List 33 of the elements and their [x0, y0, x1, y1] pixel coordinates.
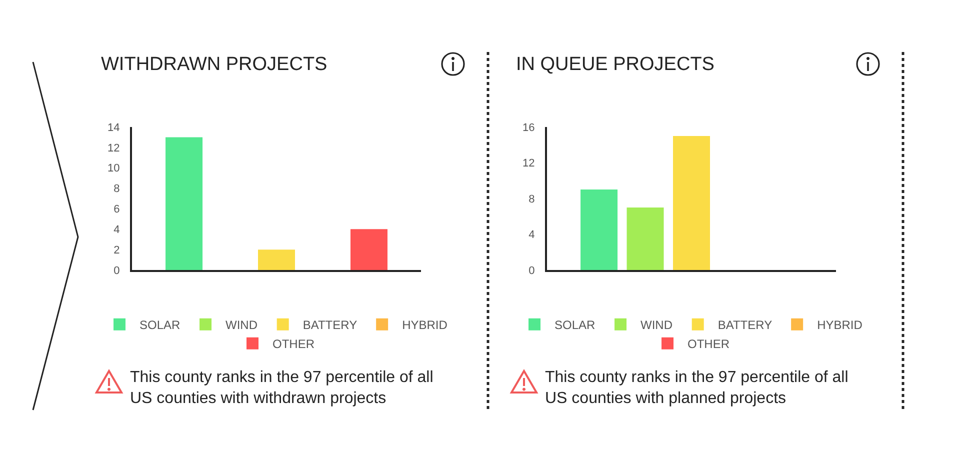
bar — [626, 207, 664, 270]
y-tick-label: 0 — [114, 264, 120, 277]
legend-label: HYBRID — [817, 318, 863, 332]
bar — [580, 190, 618, 270]
legend-label: SOLAR — [140, 318, 181, 332]
bar — [673, 136, 710, 270]
y-tick-label: 14 — [108, 122, 120, 134]
legend-label: WIND — [226, 318, 258, 332]
chart-title: WITHDRAWN PROJECTS — [101, 54, 328, 75]
chart-title: IN QUEUE PROJECTS — [516, 54, 714, 75]
legend-label: WIND — [640, 318, 673, 332]
legend-label: SOLAR — [554, 318, 596, 332]
y-tick-label: 2 — [114, 244, 120, 256]
y-tick-label: 16 — [522, 122, 535, 134]
y-tick-label: 4 — [114, 224, 120, 236]
y-tick-label: 12 — [522, 158, 535, 170]
y-tick-label: 12 — [108, 142, 120, 154]
bar — [258, 250, 295, 270]
legend-label: OTHER — [272, 337, 315, 352]
legend-label: HYBRID — [402, 318, 448, 332]
text: This county ranks in the 97 percentile of all US counties with planned projects — [545, 369, 848, 407]
legend-label: BATTERY — [718, 318, 772, 332]
bar — [350, 229, 388, 270]
text: This county ranks in the 97 percentile of all US counties with withdrawn projects — [130, 369, 434, 407]
bar — [166, 137, 203, 270]
legend-label: BATTERY — [302, 318, 358, 332]
y-tick-label: 8 — [114, 183, 120, 196]
y-tick-label: 8 — [528, 193, 535, 206]
y-tick-label: 10 — [108, 162, 120, 175]
y-tick-label: 0 — [528, 264, 535, 277]
legend-label: OTHER — [688, 337, 730, 352]
y-tick-label: 4 — [528, 229, 535, 242]
y-tick-label: 6 — [114, 204, 120, 216]
